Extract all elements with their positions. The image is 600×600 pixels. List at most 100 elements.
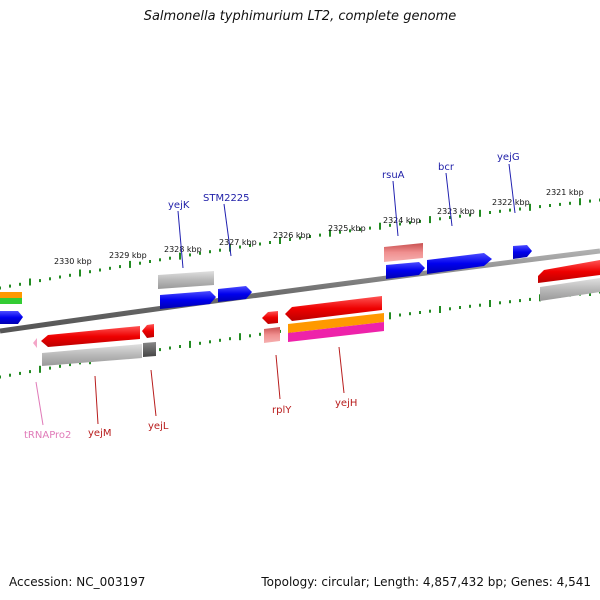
forward-scale-tick [159,258,161,262]
reverse-scale-tick [459,306,461,309]
reverse-scale-tick [469,304,471,308]
label-rsuA: rsuA [382,170,405,181]
reverse-scale-tick [489,300,491,307]
reverse-scale-tick [529,297,531,301]
gene-right-red[interactable] [538,260,600,283]
label-tRNAPro2: tRNAPro2 [24,430,71,441]
gene-yejL-dark[interactable] [143,342,156,357]
forward-scale-tick [239,245,241,249]
reverse-scale-tick [499,301,501,305]
label-rplY: rplY [272,405,292,416]
reverse-scale-tick [239,333,241,341]
forward-scale-tick [499,209,501,213]
reverse-scale-tick [69,363,71,367]
forward-scale-tick [519,207,521,211]
forward-scale-tick [319,233,321,237]
reverse-scale-tick [59,364,61,368]
leader-yejK [177,210,184,269]
scale-label-2322: 2322 kbp [492,198,530,207]
leader-tRNAPro2 [35,381,44,426]
gene-rplY[interactable] [262,311,278,324]
gene-yejL[interactable] [142,324,154,338]
reverse-scale-tick [479,303,481,307]
gene-tRNAPro2[interactable] [33,338,37,348]
forward-scale-tick [379,222,381,230]
accession-label: Accession: NC_003197 [9,575,146,589]
forward-scale-tick [99,268,101,272]
forward-scale-tick [89,270,91,274]
leader-yejH [338,346,345,394]
forward-scale-tick [69,273,71,277]
label-yejK: yejK [168,200,190,211]
gene-yejH-magenta[interactable] [288,322,384,342]
gene-yejG[interactable] [513,245,532,259]
forward-scale-tick [29,278,31,286]
gene-yejK[interactable] [160,291,216,309]
forward-scale-tick [189,253,191,257]
forward-scale-tick [59,275,61,279]
scale-label-2328: 2328 kbp [164,245,202,254]
label-bcr: bcr [438,162,455,173]
forward-scale-tick [279,237,281,244]
reverse-scale-tick [209,340,211,344]
forward-scale-tick [479,209,481,217]
reverse-scale-tick [249,334,251,338]
reverse-scale-tick [179,345,181,348]
gene-bcr[interactable] [427,253,492,274]
gene-right-gray[interactable] [540,278,600,301]
forward-scale-tick [269,241,271,244]
topology-label: Topology: circular; Length: 4,857,432 bp… [261,575,591,589]
forward-scale-tick [0,286,1,290]
gene-rsuA-salmon[interactable] [384,243,423,262]
forward-scale-tick [349,229,351,233]
forward-scale-tick [179,252,181,260]
gene-yejH-orange[interactable] [288,313,384,333]
gene-STM2225[interactable] [218,286,252,302]
scale-label-2323: 2323 kbp [437,207,475,216]
scale-label-2327: 2327 kbp [219,238,257,247]
gene-yejK-gray[interactable] [158,271,214,289]
feature-orange-left[interactable] [0,292,22,298]
forward-scale-tick [199,251,201,255]
reverse-scale-tick [409,312,411,316]
gene-yejH[interactable] [285,296,382,321]
scale-label-2329: 2329 kbp [109,251,147,260]
label-yejH: yejH [335,398,357,409]
feature-blue-left[interactable] [0,311,23,324]
reverse-scale-tick [439,306,441,313]
forward-scale-tick [409,221,411,225]
forward-scale-tick [399,222,401,226]
scale-label-2324: 2324 kbp [383,216,421,225]
label-yejL: yejL [148,421,169,432]
forward-scale-tick [79,269,81,277]
reverse-scale-tick [229,337,231,341]
forward-scale-tick [369,226,371,230]
forward-scale-tick [449,216,451,219]
forward-scale-ticks [0,198,600,290]
forward-scale-tick [39,279,41,283]
genome-title: Salmonella typhimurium LT2, complete gen… [143,9,457,24]
forward-scale-tick [569,201,571,205]
scale-label-2326: 2326 kbp [273,231,311,240]
forward-scale-tick [259,242,261,246]
gene-yejM-gray[interactable] [42,344,142,366]
forward-scale-tick [249,244,251,247]
gene-rplY-salmon[interactable] [264,327,280,343]
reverse-scale-tick [19,371,21,375]
reverse-scale-tick [219,338,221,342]
forward-scale-tick [419,219,421,223]
reverse-scale-tick [199,341,201,345]
reverse-scale-tick [0,375,1,379]
gene-yejM[interactable] [41,326,140,347]
scale-label-2330: 2330 kbp [54,257,92,266]
forward-scale-tick [579,198,581,206]
reverse-scale-tick [449,307,451,311]
forward-scale-tick [439,217,441,221]
forward-scale-tick [309,235,311,238]
feature-green-left[interactable] [0,298,22,304]
reverse-scale-tick [39,365,41,373]
reverse-scale-tick [419,311,421,314]
forward-scale-tick [559,202,561,206]
gene-rsuA[interactable] [386,262,425,279]
